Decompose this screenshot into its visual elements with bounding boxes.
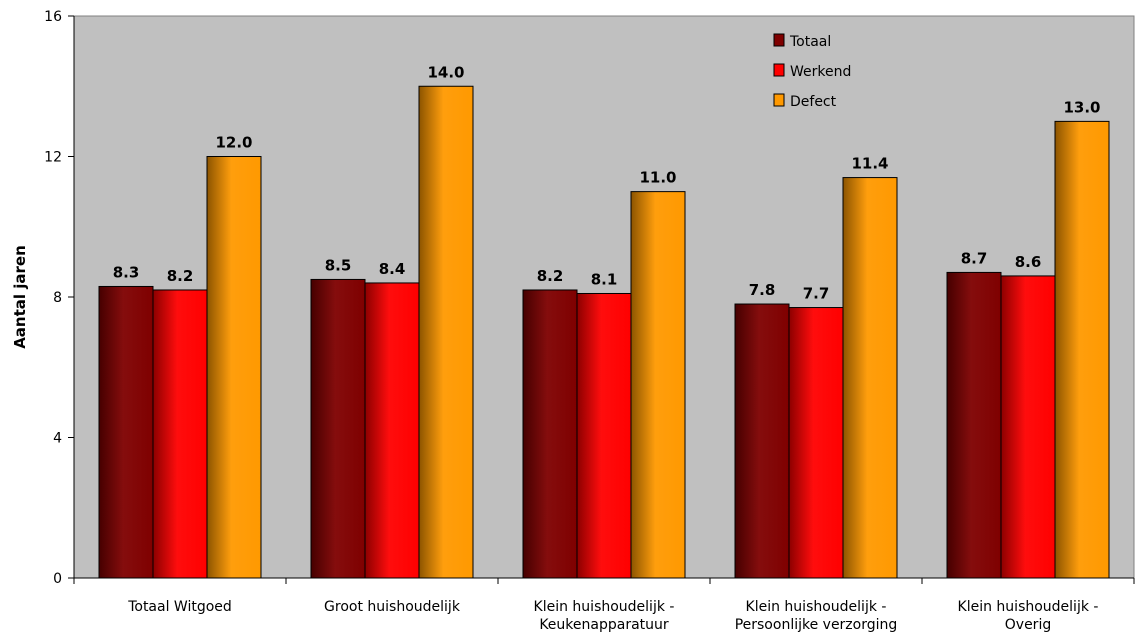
x-category-label: Totaal Witgoed bbox=[127, 599, 232, 615]
data-label: 8.4 bbox=[379, 260, 406, 278]
bar-werkend bbox=[576, 292, 632, 579]
bar-defect bbox=[1054, 120, 1110, 579]
bar-werkend bbox=[364, 282, 420, 579]
y-tick-label: 0 bbox=[53, 571, 62, 587]
data-label: 8.2 bbox=[167, 267, 194, 285]
data-label: 8.5 bbox=[325, 256, 352, 274]
bar-totaal bbox=[734, 303, 790, 579]
legend-label-defect: Defect bbox=[790, 94, 837, 110]
bar-defect bbox=[418, 85, 474, 579]
y-axis-label: Aantal jaren bbox=[11, 245, 29, 349]
data-label: 8.7 bbox=[961, 249, 988, 267]
bar-werkend bbox=[788, 307, 844, 579]
legend-label-totaal: Totaal bbox=[789, 34, 831, 50]
bar-defect bbox=[206, 156, 262, 579]
data-label: 7.8 bbox=[749, 281, 776, 299]
x-category-label: Klein huishoudelijk -Keukenapparatuur bbox=[534, 599, 675, 633]
x-category-label: Klein huishoudelijk -Persoonlijke verzor… bbox=[735, 599, 898, 633]
y-tick-label: 12 bbox=[44, 150, 62, 166]
data-label: 11.4 bbox=[851, 155, 888, 173]
data-label: 8.3 bbox=[113, 263, 140, 281]
bar-totaal bbox=[522, 289, 578, 579]
legend: Totaal Werkend Defect bbox=[773, 33, 851, 110]
bar-werkend bbox=[1000, 275, 1056, 579]
x-category-label: Klein huishoudelijk -Overig bbox=[958, 599, 1099, 633]
y-tick-label: 16 bbox=[44, 9, 62, 25]
bar-totaal bbox=[98, 285, 154, 579]
data-label: 8.2 bbox=[537, 267, 564, 285]
data-label: 14.0 bbox=[427, 63, 464, 81]
x-category-label: Groot huishoudelijk bbox=[324, 599, 461, 615]
bar-werkend bbox=[152, 289, 208, 579]
legend-swatch-totaal bbox=[773, 33, 785, 47]
data-label: 11.0 bbox=[639, 169, 676, 187]
y-tick-label: 4 bbox=[53, 431, 62, 447]
legend-swatch-werkend bbox=[773, 63, 785, 77]
data-label: 8.1 bbox=[591, 270, 618, 288]
bar-defect bbox=[630, 191, 686, 579]
bar-defect bbox=[842, 177, 898, 579]
y-tick-label: 8 bbox=[53, 290, 62, 306]
bar-totaal bbox=[946, 271, 1002, 579]
data-label: 12.0 bbox=[215, 134, 252, 152]
data-label: 8.6 bbox=[1015, 253, 1042, 271]
legend-label-werkend: Werkend bbox=[790, 64, 851, 80]
data-label: 7.7 bbox=[803, 285, 830, 303]
bar-totaal bbox=[310, 278, 366, 579]
data-label: 13.0 bbox=[1063, 98, 1100, 116]
legend-swatch-defect bbox=[773, 93, 785, 107]
